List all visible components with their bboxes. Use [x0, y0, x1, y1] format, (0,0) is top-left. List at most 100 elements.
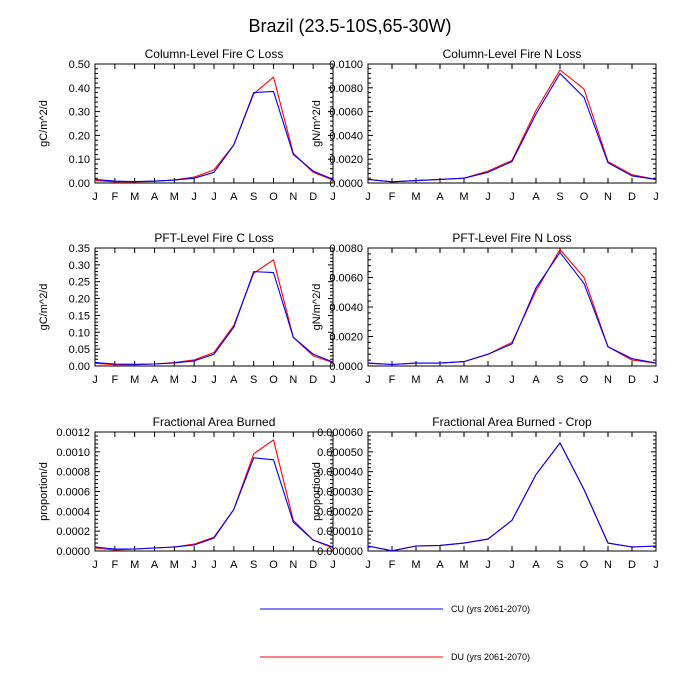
x-tick-label: J [211, 559, 217, 571]
x-tick-label: J [92, 191, 98, 203]
x-tick-label: O [269, 559, 278, 571]
y-tick-label: 0.50 [69, 59, 90, 71]
y-tick-label: 0.10 [69, 327, 90, 339]
y-tick-label: 0.0000 [329, 178, 363, 190]
y-tick-label: 0.0060 [329, 273, 363, 285]
y-tick-label: 0.0004 [56, 506, 90, 518]
x-tick-label: F [111, 559, 118, 571]
y-axis-label: proportion/d [38, 462, 50, 521]
x-tick-label: M [130, 374, 139, 386]
x-tick-label: M [130, 191, 139, 203]
x-tick-label: N [604, 374, 612, 386]
x-tick-label: M [170, 374, 179, 386]
y-tick-label: 0.0006 [56, 487, 90, 499]
y-tick-label: 0.000000 [317, 546, 363, 558]
y-tick-label: 0.0080 [329, 243, 363, 255]
y-tick-label: 0.0040 [329, 130, 363, 142]
x-tick-label: S [250, 374, 257, 386]
y-tick-label: 0.10 [69, 154, 90, 166]
figure-title: Brazil (23.5-10S,65-30W) [248, 16, 451, 36]
y-axis-label: proportion/d [311, 462, 323, 521]
x-tick-label: J [653, 374, 659, 386]
y-tick-label: 0.0012 [56, 427, 90, 439]
legend: CU (yrs 2061-2070) DU (yrs 2061-2070) [260, 604, 530, 662]
x-tick-label: A [436, 191, 444, 203]
y-tick-label: 0.15 [69, 310, 90, 322]
x-tick-label: A [151, 191, 159, 203]
series-line-cu [367, 72, 657, 183]
x-tick-label: N [289, 559, 297, 571]
panels: Column-Level Fire C Loss gC/m^2/d 0.00 0.10… [38, 47, 659, 571]
y-tick-label: 0.0020 [329, 332, 363, 344]
y-tick-label: 0.0002 [56, 526, 90, 538]
x-tick-label: F [111, 191, 118, 203]
x-tick-label: A [230, 374, 238, 386]
panel-1: Column-Level Fire C Loss gC/m^2/d 0.00 0.10… [38, 47, 336, 203]
x-tick-label: S [556, 191, 563, 203]
x-tick-label: A [230, 191, 238, 203]
panel-title: PFT-Level Fire N Loss [452, 231, 571, 245]
x-tick-label: A [230, 559, 238, 571]
y-tick-label: 0.0020 [329, 154, 363, 166]
x-tick-label: J [509, 374, 515, 386]
panel-5: Fractional Area Burned proportion/d 0.0000… [38, 415, 336, 571]
plot-frame [94, 431, 334, 552]
x-tick-label: F [389, 191, 396, 203]
series-line-cu [94, 271, 334, 365]
series-line-du [94, 259, 334, 366]
y-tick-label: 0.0060 [329, 107, 363, 119]
x-tick-label: J [365, 559, 371, 571]
y-tick-label: 0.20 [69, 294, 90, 306]
x-tick-label: O [580, 191, 589, 203]
x-tick-label: M [459, 374, 468, 386]
x-tick-label: J [191, 191, 197, 203]
x-tick-label: J [485, 191, 491, 203]
x-tick-label: S [250, 559, 257, 571]
y-tick-label: 0.35 [69, 243, 90, 255]
panel-3: PFT-Level Fire C Loss gC/m^2/d 0.00 0.05 0.1… [38, 231, 336, 386]
y-tick-label: 0.40 [69, 83, 90, 95]
x-tick-label: J [330, 559, 336, 571]
x-tick-label: O [580, 559, 589, 571]
y-tick-label: 0.000050 [317, 447, 363, 459]
x-tick-label: J [365, 191, 371, 203]
x-tick-label: M [411, 559, 420, 571]
series-line-cu [367, 251, 657, 366]
x-tick-label: F [389, 374, 396, 386]
y-tick-label: 0.00 [69, 361, 90, 373]
x-tick-label: J [191, 374, 197, 386]
y-tick-label: 0.0008 [56, 467, 90, 479]
y-tick-label: 0.0040 [329, 302, 363, 314]
panel-6: Fractional Area Burned - Crop proportion/… [311, 415, 659, 571]
x-tick-label: A [436, 559, 444, 571]
series-line-du [94, 76, 334, 183]
x-tick-label: M [170, 559, 179, 571]
x-tick-label: N [604, 191, 612, 203]
series-line-cu [367, 442, 657, 552]
x-tick-label: M [411, 374, 420, 386]
series-line-cu [94, 457, 334, 550]
x-tick-label: J [509, 191, 515, 203]
x-tick-label: J [330, 191, 336, 203]
y-tick-label: 0.0010 [56, 447, 90, 459]
x-tick-label: A [532, 559, 540, 571]
plot-frame [367, 247, 657, 367]
y-tick-label: 0.000010 [317, 526, 363, 538]
x-tick-label: J [485, 374, 491, 386]
x-tick-label: J [211, 191, 217, 203]
x-tick-label: D [628, 559, 636, 571]
y-tick-label: 0.000020 [317, 506, 363, 518]
y-tick-label: 0.30 [69, 260, 90, 272]
plot-frame [94, 247, 334, 367]
x-tick-label: J [92, 559, 98, 571]
x-tick-label: A [151, 559, 159, 571]
series-line-cu [94, 90, 334, 183]
x-tick-label: J [211, 374, 217, 386]
x-tick-label: O [269, 191, 278, 203]
x-tick-label: N [604, 559, 612, 571]
panel-title: Column-Level Fire C Loss [145, 47, 284, 61]
x-tick-label: J [330, 374, 336, 386]
panel-4: PFT-Level Fire N Loss gN/m^2/d 0.0000 0.002… [311, 231, 659, 386]
x-tick-label: S [556, 374, 563, 386]
